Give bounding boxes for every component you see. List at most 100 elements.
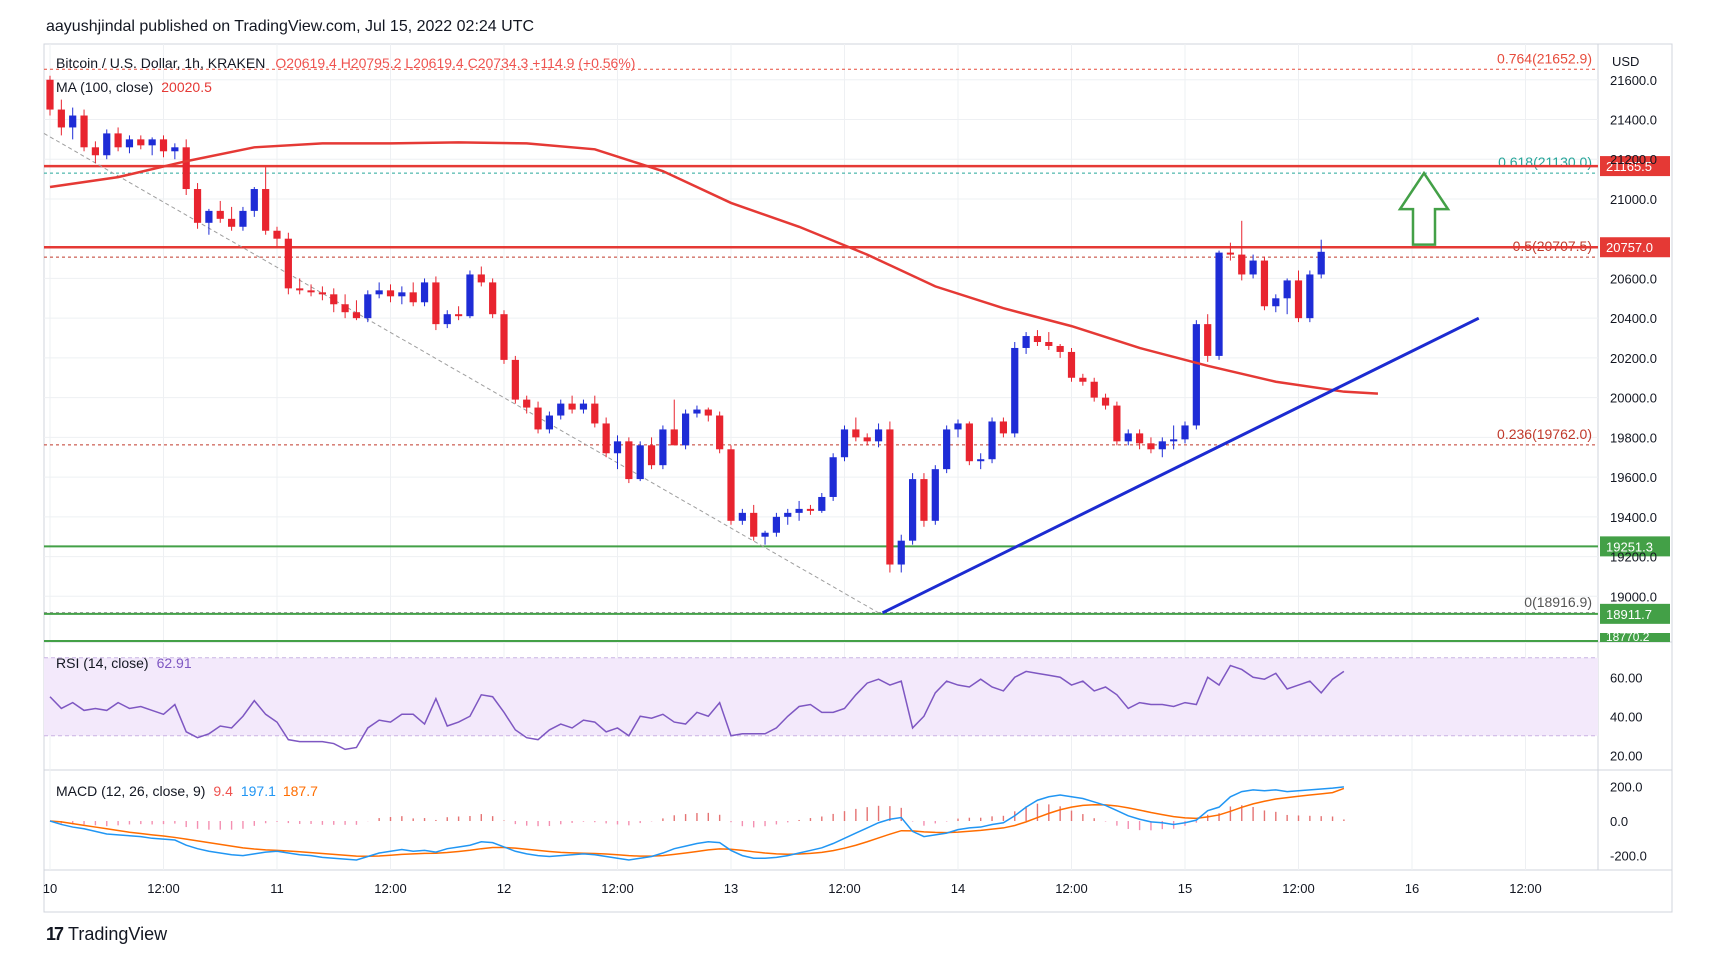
fib-label-1: 0.618(21130.0) [1498,154,1592,170]
candle-body [1079,377,1087,382]
candle-body [443,314,451,325]
candle-body [1011,347,1019,434]
price-tick-3: 19600.0 [1610,470,1657,485]
candle-body [80,115,88,148]
candle-down [523,395,531,414]
trendline-group [881,316,1480,615]
candle-down [1294,270,1303,323]
candle-body [1317,251,1325,275]
candle-body [1067,351,1076,378]
price-grid [44,79,1598,597]
candle-down [1136,429,1144,450]
rsi-pane: 60.00 40.00 20.00 [44,657,1643,763]
candle-down [852,417,860,442]
candle-body [1215,252,1223,356]
candle-up [1317,239,1325,279]
price-tag-bg [1600,536,1670,557]
time-tick-11: 12:00 [1282,881,1315,896]
price-tag-s2: 18911.7 [1600,603,1670,624]
candle-up [988,417,996,464]
candle-body [1283,280,1291,299]
price-tag-text: 19251.3 [1606,539,1653,554]
candle-down [591,395,599,428]
candle-up [1181,421,1189,444]
candle-down [296,278,304,295]
candle-up [1011,342,1019,438]
candle-body [1147,443,1155,450]
up-arrow-icon [1397,170,1451,246]
candle-down [330,288,338,313]
candle-body [1294,280,1303,319]
candle-down [1090,377,1098,402]
candle-down [228,206,236,231]
candle-body [228,218,236,227]
candle-down [273,226,281,247]
candle-down [670,399,678,446]
candle-up [239,206,247,231]
candle-down [216,200,224,223]
candle-down [137,135,145,150]
candle-body [602,423,610,454]
candle-body [250,189,258,211]
candle-up [69,107,77,140]
brand-name: TradingView [68,924,168,944]
candle-body [466,274,474,317]
candle-up [557,399,565,420]
candle-up [103,129,111,160]
time-tick-5: 12:00 [601,881,634,896]
candle-body [909,479,917,541]
candle-up [977,453,985,470]
candle-body [1226,252,1234,255]
candle-body [716,415,724,450]
price-tag-text: 18911.7 [1606,607,1652,622]
candle-body [1136,433,1144,444]
candle-up [772,512,780,537]
time-tick-6: 13 [724,881,738,896]
btc-chart[interactable]: USD 0.764(21652.9)0.618(21130.0)0.5(2070… [0,0,1712,920]
candle-up [1022,332,1030,354]
candle-body [273,230,281,239]
candle-down [80,109,88,152]
candle-body [523,399,531,408]
fib-label-4: 0(18916.9) [1524,594,1592,610]
candle-body [216,210,224,219]
candle-up [443,310,451,329]
candle-down [1238,220,1246,281]
candle-body [1045,342,1053,346]
candle-body [330,294,338,305]
price-tag-bg [1600,603,1670,624]
candle-body [341,304,349,313]
candle-down [46,75,54,116]
candle-body [591,403,599,424]
candle-body [931,469,939,521]
candle-body [1170,439,1178,442]
price-tick-4: 19800.0 [1610,430,1657,445]
candle-down [57,99,65,136]
candle-down [1204,314,1212,362]
candle-down [999,417,1007,438]
candle-up [738,508,746,525]
time-tick-1: 12:00 [147,881,180,896]
candle-body [307,290,315,293]
candle-body [69,115,77,128]
candle-body [795,508,803,513]
time-tick-2: 11 [270,881,284,896]
price-tick-1: 19200.0 [1610,550,1657,565]
candle-body [625,441,633,480]
candle-body [1181,425,1189,440]
candle-body [682,413,690,446]
candle-body [863,437,871,442]
candle-down [1056,343,1064,358]
candle-body [239,210,247,227]
candle-body [1260,260,1269,307]
candle-down [318,286,326,301]
price-tick-11: 21400.0 [1610,112,1657,127]
legend-ma: MA (100, close) 20020.5 [56,79,212,95]
chart-frame [43,43,1673,913]
candle-down [863,433,871,446]
candle-body [57,109,65,128]
candle-body [693,409,701,414]
candle-body [432,282,440,325]
ma100-line [49,141,1379,395]
time-tick-9: 12:00 [1055,881,1088,896]
